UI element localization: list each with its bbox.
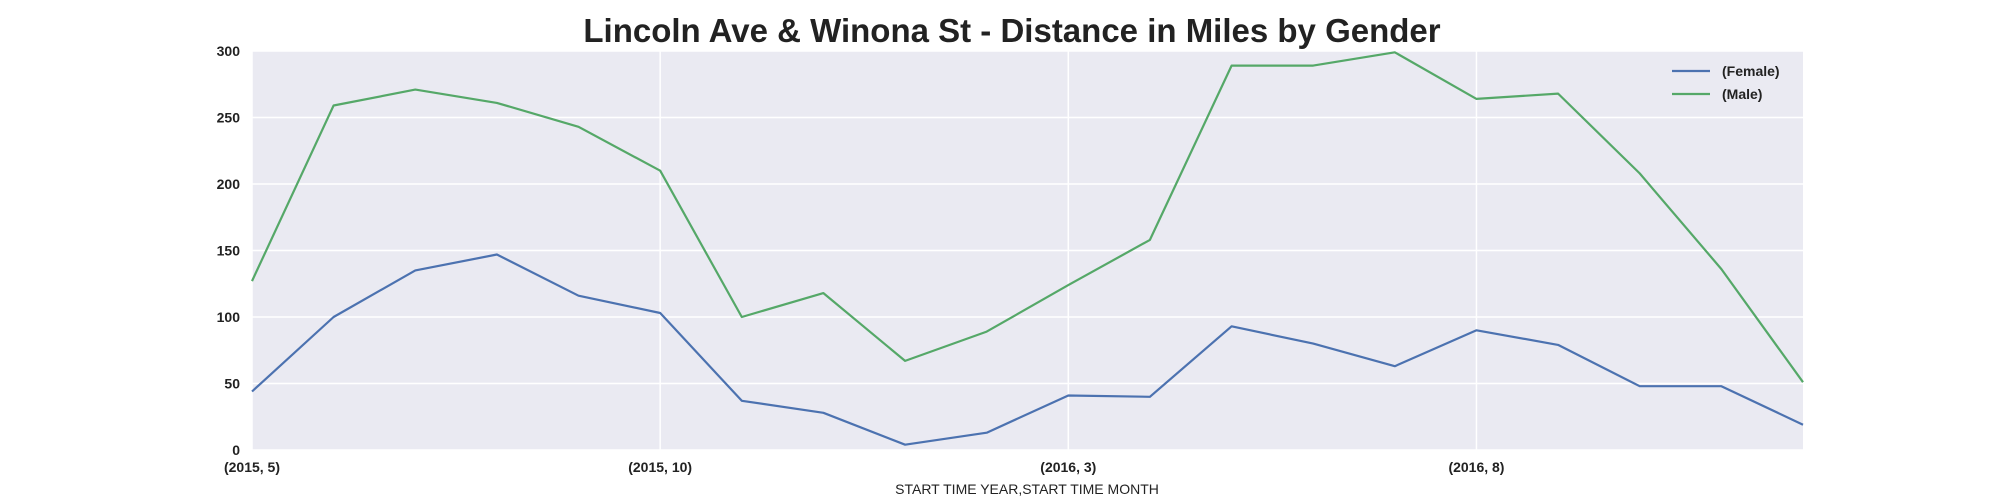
y-tick-label: 150 xyxy=(217,243,241,259)
y-tick-label: 250 xyxy=(217,110,241,126)
series-line-1 xyxy=(251,51,1804,383)
chart-title: Lincoln Ave & Winona St - Distance in Mi… xyxy=(583,12,1440,49)
y-tick-label: 50 xyxy=(224,376,240,392)
x-axis-ticks: (2015, 5) (2015, 10) (2016, 3) (2016, 8) xyxy=(224,459,1505,475)
y-tick-label: 300 xyxy=(217,43,241,59)
x-tick-label: (2016, 8) xyxy=(1448,459,1504,475)
x-tick-label: (2015, 10) xyxy=(628,459,692,475)
x-tick-label: (2016, 3) xyxy=(1040,459,1096,475)
y-axis-ticks: 0 50 100 150 200 250 300 xyxy=(217,43,241,458)
x-tick-label: (2015, 5) xyxy=(224,459,280,475)
x-axis-label: START TIME YEAR,START TIME MONTH xyxy=(895,481,1159,497)
y-tick-label: 100 xyxy=(217,309,241,325)
series-line-0 xyxy=(251,253,1804,446)
legend-label: (Female) xyxy=(1722,63,1780,79)
y-tick-label: 0 xyxy=(232,442,240,458)
legend-label: (Male) xyxy=(1722,86,1762,102)
gridlines xyxy=(251,50,1803,451)
series-layer xyxy=(251,51,1804,446)
y-tick-label: 200 xyxy=(217,176,241,192)
legend: (Female) (Male) xyxy=(1672,63,1780,102)
